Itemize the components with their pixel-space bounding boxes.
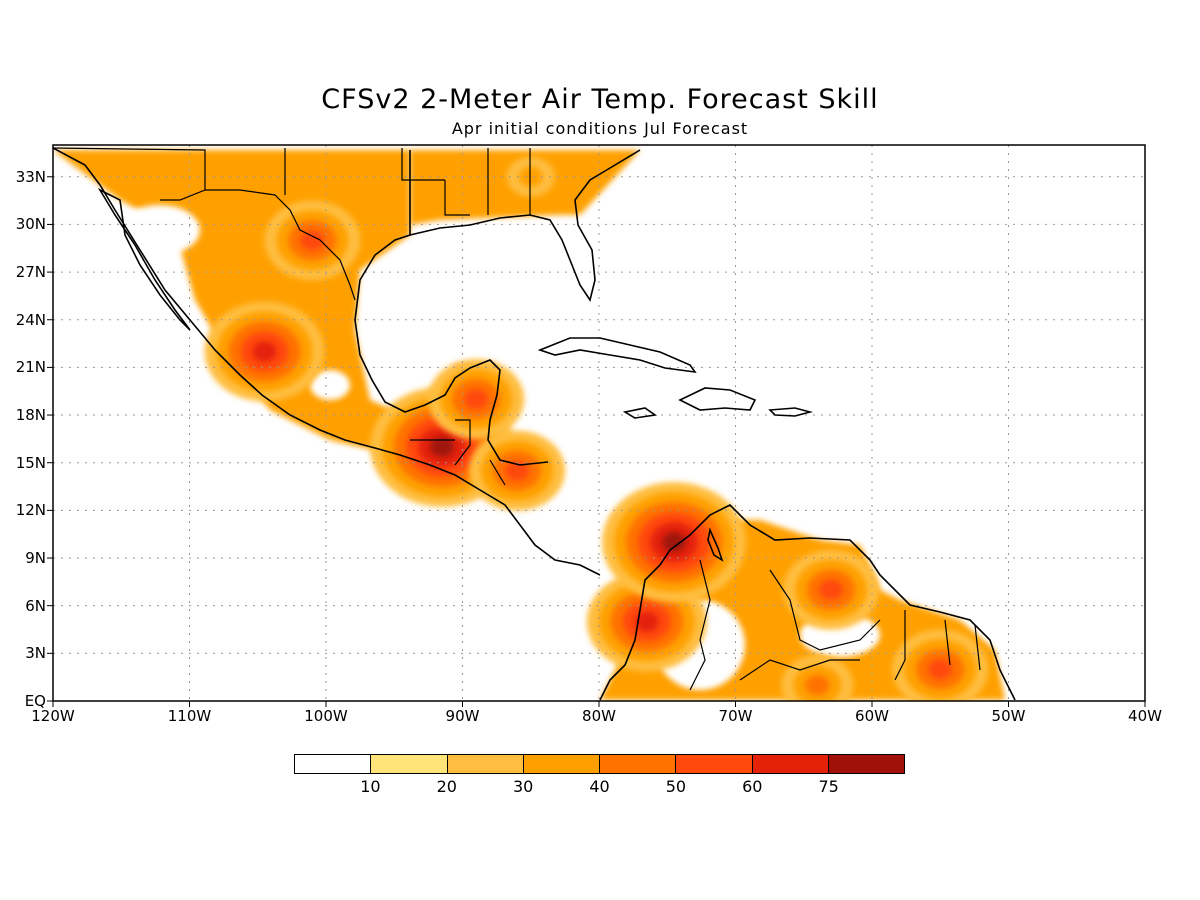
lat-label: 9N	[25, 549, 46, 568]
legend-label: 40	[589, 777, 610, 796]
legend-label: 30	[512, 777, 534, 796]
skill-hotspot-sierra-madre-west	[252, 341, 277, 362]
lon-label: 100W	[304, 707, 348, 725]
lat-label: 15N	[15, 453, 46, 472]
lon-label: 40W	[1128, 707, 1162, 725]
map-subtitle: Apr initial conditions Jul Forecast	[451, 119, 749, 138]
lat-label: 6N	[25, 596, 46, 615]
skill-hotspot-honduras	[505, 460, 530, 481]
lat-label: 24N	[15, 310, 46, 329]
lat-label: 12N	[15, 501, 46, 520]
lat-label: 3N	[25, 644, 46, 663]
lat-label: 30N	[15, 215, 46, 234]
lon-label: 70W	[718, 707, 753, 725]
skill-hotspot-guatemala	[430, 436, 455, 457]
skill-hotspot-southeast-us	[518, 166, 543, 187]
skill-hotspot-colombia-west	[634, 611, 659, 632]
legend-swatch	[447, 755, 524, 773]
lon-label: 80W	[582, 707, 616, 725]
lat-label: EQ	[24, 692, 46, 710]
skill-hotspot-guianas	[928, 659, 953, 680]
legend-swatch	[828, 755, 904, 773]
lat-lon-grid	[53, 145, 1145, 701]
legend-swatch	[600, 755, 677, 773]
legend-label: 60	[742, 777, 763, 796]
skill-hotspot-amazon-north	[805, 675, 830, 696]
lon-label: 110W	[167, 707, 212, 725]
legend-swatch	[752, 755, 829, 773]
lon-label: 60W	[855, 707, 889, 725]
coastlines	[53, 147, 1016, 701]
map-title: CFSv2 2-Meter Air Temp. Forecast Skill	[321, 84, 879, 115]
skill-hotspot-yucatan	[464, 389, 489, 410]
lon-label: 120W	[31, 707, 75, 725]
skill-hotspot-northern-mexico-texas	[300, 230, 325, 251]
legend-label: 10	[360, 777, 381, 796]
low-skill-area	[310, 370, 350, 400]
lon-label: 50W	[991, 707, 1026, 725]
political-borders	[53, 147, 981, 691]
skill-hotspot-venezuela	[819, 579, 844, 600]
legend-swatch	[523, 755, 600, 773]
legend-label: 20	[436, 777, 457, 796]
lat-label: 27N	[15, 263, 46, 282]
legend-colorbar	[294, 754, 905, 774]
legend-swatch	[676, 755, 753, 773]
legend-label: 50	[665, 777, 687, 796]
skill-hotspot-colombia-north	[662, 532, 687, 553]
low-skill-area	[120, 205, 200, 255]
legend-label: 75	[818, 777, 839, 796]
lat-label: 33N	[15, 167, 46, 186]
skill-shading	[53, 150, 1005, 701]
lat-label: 18N	[15, 406, 46, 425]
legend-swatch	[371, 755, 448, 773]
lat-label: 21N	[15, 358, 46, 377]
lon-label: 90W	[445, 707, 480, 725]
legend-swatch	[295, 755, 372, 773]
